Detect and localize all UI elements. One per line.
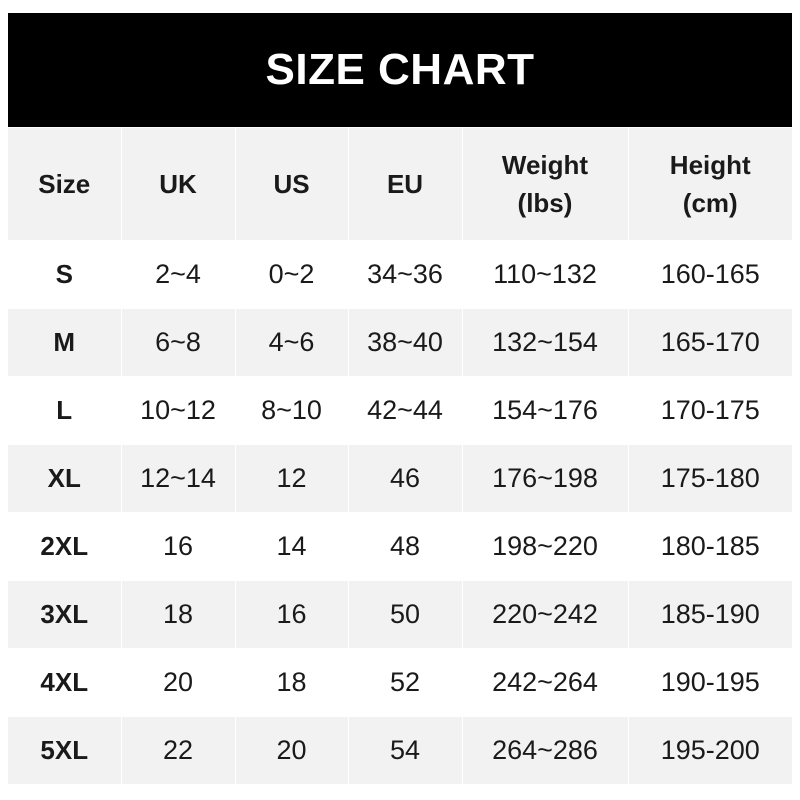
table-cell: 0~2 — [234, 240, 348, 309]
size-cell: L — [8, 376, 121, 445]
column-header: Height (cm) — [627, 127, 792, 241]
table-cell: 50 — [347, 580, 462, 649]
table-cell: 18 — [120, 580, 235, 649]
page-title: SIZE CHART — [8, 13, 792, 127]
table-row: L 10~12 8~10 42~44 154~176 170-175 — [8, 376, 792, 445]
column-header: Weight (lbs) — [461, 127, 628, 241]
table-cell: 180-185 — [627, 512, 792, 581]
table-row: 3XL 18 16 50 220~242 185-190 — [8, 580, 792, 649]
table-row: 2XL 16 14 48 198~220 180-185 — [8, 512, 792, 581]
table-cell: 52 — [347, 648, 462, 717]
table-cell: 132~154 — [461, 308, 628, 377]
column-header-line: EU — [386, 169, 424, 199]
column-header: UK — [120, 127, 235, 241]
table-cell: 34~36 — [347, 240, 462, 309]
table-cell: 175-180 — [627, 444, 792, 513]
table-cell: 190-195 — [627, 648, 792, 717]
table-cell: 6~8 — [120, 308, 235, 377]
table-row: 5XL 22 20 54 264~286 195-200 — [8, 716, 792, 784]
table-cell: 12~14 — [120, 444, 235, 513]
table-cell: 264~286 — [461, 716, 628, 784]
table-cell: 22 — [120, 716, 235, 784]
size-cell: 5XL — [8, 716, 121, 784]
size-cell: 2XL — [8, 512, 121, 581]
size-cell: XL — [8, 444, 121, 513]
column-header-line: UK — [159, 169, 197, 199]
table-cell: 48 — [347, 512, 462, 581]
table-cell: 20 — [234, 716, 348, 784]
size-cell: M — [8, 308, 121, 377]
table-cell: 38~40 — [347, 308, 462, 377]
column-header-line: Height — [669, 150, 751, 180]
table-row: S 2~4 0~2 34~36 110~132 160-165 — [8, 240, 792, 309]
table-cell: 198~220 — [461, 512, 628, 581]
column-header-line: US — [273, 169, 310, 199]
size-cell: 4XL — [8, 648, 121, 717]
column-header-unit: (cm) — [682, 188, 738, 218]
table-row: XL 12~14 12 46 176~198 175-180 — [8, 444, 792, 513]
table-cell: 10~12 — [120, 376, 235, 445]
table-row: M 6~8 4~6 38~40 132~154 165-170 — [8, 308, 792, 377]
column-header-unit: (lbs) — [517, 188, 573, 218]
table-cell: 16 — [120, 512, 235, 581]
table-cell: 176~198 — [461, 444, 628, 513]
table-cell: 154~176 — [461, 376, 628, 445]
column-header-line: Size — [38, 169, 91, 199]
table-cell: 170-175 — [627, 376, 792, 445]
table-cell: 160-165 — [627, 240, 792, 309]
table-cell: 110~132 — [461, 240, 628, 309]
table-cell: 16 — [234, 580, 348, 649]
column-header: US — [234, 127, 348, 241]
column-header-line: Weight — [501, 150, 589, 180]
table-cell: 4~6 — [234, 308, 348, 377]
table-cell: 195-200 — [627, 716, 792, 784]
table-cell: 185-190 — [627, 580, 792, 649]
table-cell: 46 — [347, 444, 462, 513]
table-header-row: Size UK US EU Weight (lbs) Height (cm) — [8, 127, 792, 241]
table-cell: 18 — [234, 648, 348, 717]
table-cell: 12 — [234, 444, 348, 513]
table-cell: 220~242 — [461, 580, 628, 649]
size-cell: S — [8, 240, 121, 309]
table-cell: 14 — [234, 512, 348, 581]
table-cell: 2~4 — [120, 240, 235, 309]
table-cell: 8~10 — [234, 376, 348, 445]
table-cell: 20 — [120, 648, 235, 717]
size-cell: 3XL — [8, 580, 121, 649]
column-header: EU — [347, 127, 462, 241]
table-cell: 242~264 — [461, 648, 628, 717]
table-cell: 54 — [347, 716, 462, 784]
size-chart-table: Size UK US EU Weight (lbs) Height (cm) S 2~4 0~2 3… — [8, 127, 792, 784]
table-row: 4XL 20 18 52 242~264 190-195 — [8, 648, 792, 717]
column-header: Size — [8, 127, 121, 241]
table-cell: 165-170 — [627, 308, 792, 377]
table-cell: 42~44 — [347, 376, 462, 445]
